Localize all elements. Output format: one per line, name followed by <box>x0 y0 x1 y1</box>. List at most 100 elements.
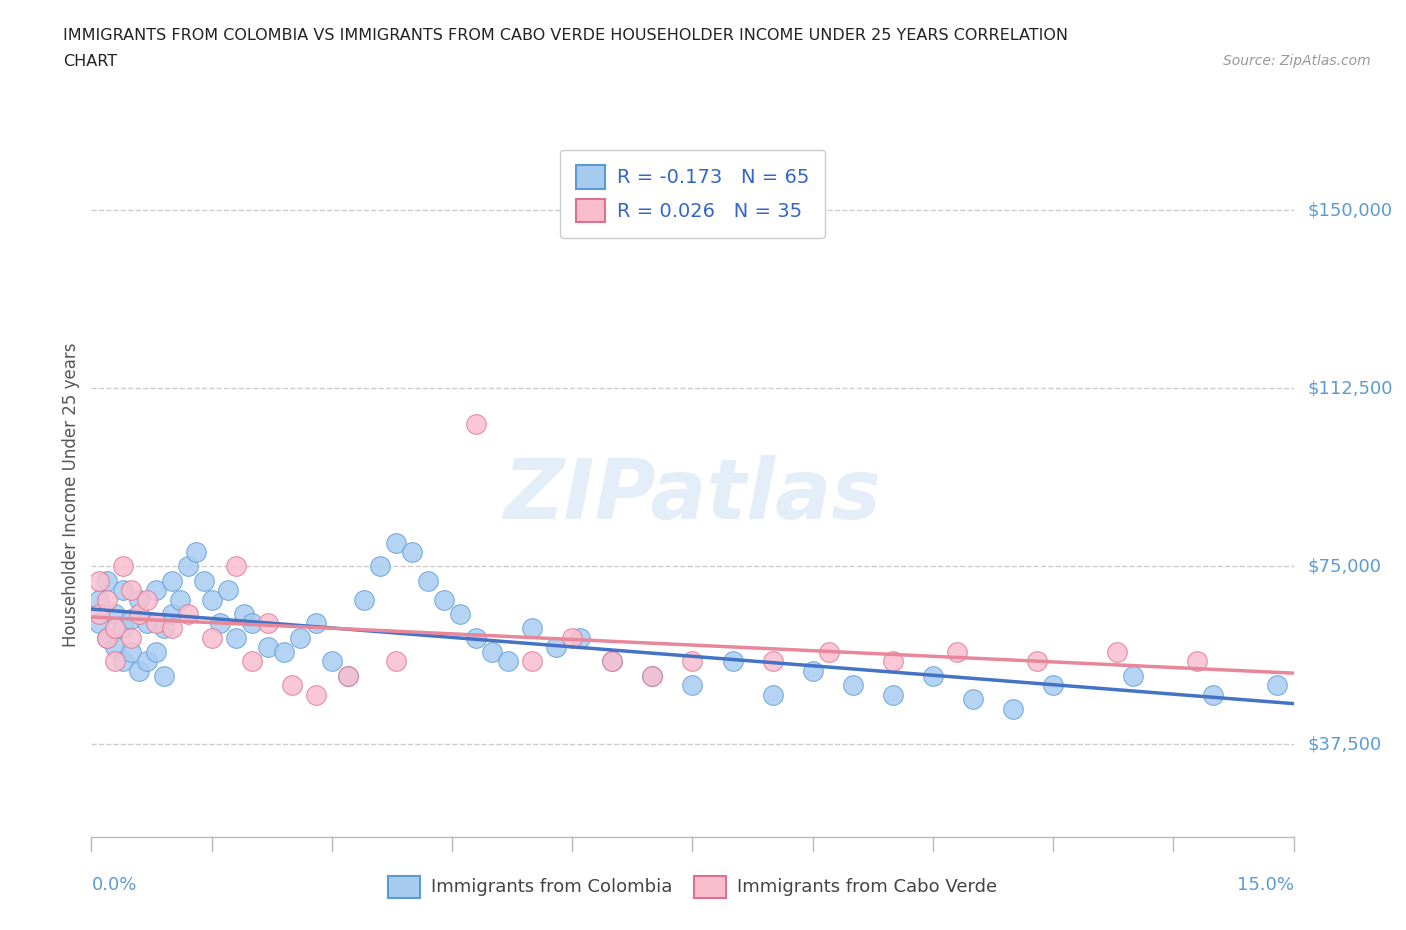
Point <box>1107 644 1129 659</box>
Point <box>449 606 471 621</box>
Point <box>602 654 624 669</box>
Point <box>353 592 375 607</box>
Point <box>240 616 263 631</box>
Point <box>841 678 863 693</box>
Point <box>112 559 135 574</box>
Point <box>160 620 183 635</box>
Point <box>112 583 135 598</box>
Point <box>121 631 143 645</box>
Point <box>176 559 198 574</box>
Point <box>217 583 239 598</box>
Point <box>89 616 111 631</box>
Text: ZIPatlas: ZIPatlas <box>503 455 882 536</box>
Point <box>128 606 150 621</box>
Point <box>1042 678 1064 693</box>
Text: 0.0%: 0.0% <box>91 876 136 894</box>
Point <box>145 616 167 631</box>
Text: $75,000: $75,000 <box>1308 557 1382 576</box>
Point <box>641 668 664 683</box>
Point <box>288 631 311 645</box>
Point <box>121 644 143 659</box>
Point <box>1026 654 1049 669</box>
Y-axis label: Householder Income Under 25 years: Householder Income Under 25 years <box>62 343 80 647</box>
Point <box>368 559 391 574</box>
Point <box>152 620 174 635</box>
Point <box>1187 654 1209 669</box>
Point <box>336 668 359 683</box>
Point <box>96 573 118 588</box>
Point <box>112 620 135 635</box>
Point <box>145 583 167 598</box>
Point <box>1122 668 1144 683</box>
Point <box>225 631 247 645</box>
Point <box>201 631 224 645</box>
Text: Source: ZipAtlas.com: Source: ZipAtlas.com <box>1223 54 1371 68</box>
Point <box>561 631 583 645</box>
Point <box>184 545 207 560</box>
Point <box>385 654 408 669</box>
Point <box>305 616 328 631</box>
Point <box>281 678 304 693</box>
Point <box>145 644 167 659</box>
Point <box>169 592 191 607</box>
Point <box>522 654 544 669</box>
Point <box>104 654 127 669</box>
Point <box>681 654 703 669</box>
Point <box>641 668 664 683</box>
Point <box>225 559 247 574</box>
Text: 15.0%: 15.0% <box>1236 876 1294 894</box>
Point <box>522 620 544 635</box>
Point <box>1267 678 1289 693</box>
Point <box>256 640 278 655</box>
Point <box>176 606 198 621</box>
Point <box>546 640 568 655</box>
Point <box>465 631 488 645</box>
Point <box>946 644 969 659</box>
Point <box>112 654 135 669</box>
Point <box>136 616 159 631</box>
Point <box>817 644 839 659</box>
Point <box>256 616 278 631</box>
Point <box>481 644 503 659</box>
Point <box>569 631 592 645</box>
Point <box>96 592 118 607</box>
Text: $112,500: $112,500 <box>1308 379 1393 397</box>
Point <box>89 573 111 588</box>
Point <box>160 606 183 621</box>
Point <box>385 536 408 551</box>
Point <box>104 620 127 635</box>
Point <box>762 654 785 669</box>
Point <box>433 592 456 607</box>
Point <box>160 573 183 588</box>
Point <box>336 668 359 683</box>
Point <box>96 631 118 645</box>
Point <box>201 592 224 607</box>
Point <box>121 583 143 598</box>
Point <box>104 606 127 621</box>
Text: IMMIGRANTS FROM COLOMBIA VS IMMIGRANTS FROM CABO VERDE HOUSEHOLDER INCOME UNDER : IMMIGRANTS FROM COLOMBIA VS IMMIGRANTS F… <box>63 28 1069 43</box>
Legend: Immigrants from Colombia, Immigrants from Cabo Verde: Immigrants from Colombia, Immigrants fro… <box>378 867 1007 907</box>
Text: $150,000: $150,000 <box>1308 202 1392 219</box>
Point <box>128 663 150 678</box>
Point <box>240 654 263 669</box>
Point <box>721 654 744 669</box>
Point <box>1001 701 1024 716</box>
Point <box>496 654 519 669</box>
Point <box>401 545 423 560</box>
Point <box>416 573 439 588</box>
Point <box>602 654 624 669</box>
Point <box>128 592 150 607</box>
Point <box>104 640 127 655</box>
Point <box>882 654 904 669</box>
Point <box>305 687 328 702</box>
Point <box>208 616 231 631</box>
Point <box>96 631 118 645</box>
Point <box>273 644 295 659</box>
Point <box>465 417 488 432</box>
Point <box>762 687 785 702</box>
Point <box>321 654 343 669</box>
Point <box>152 668 174 683</box>
Point <box>232 606 254 621</box>
Point <box>801 663 824 678</box>
Point <box>136 654 159 669</box>
